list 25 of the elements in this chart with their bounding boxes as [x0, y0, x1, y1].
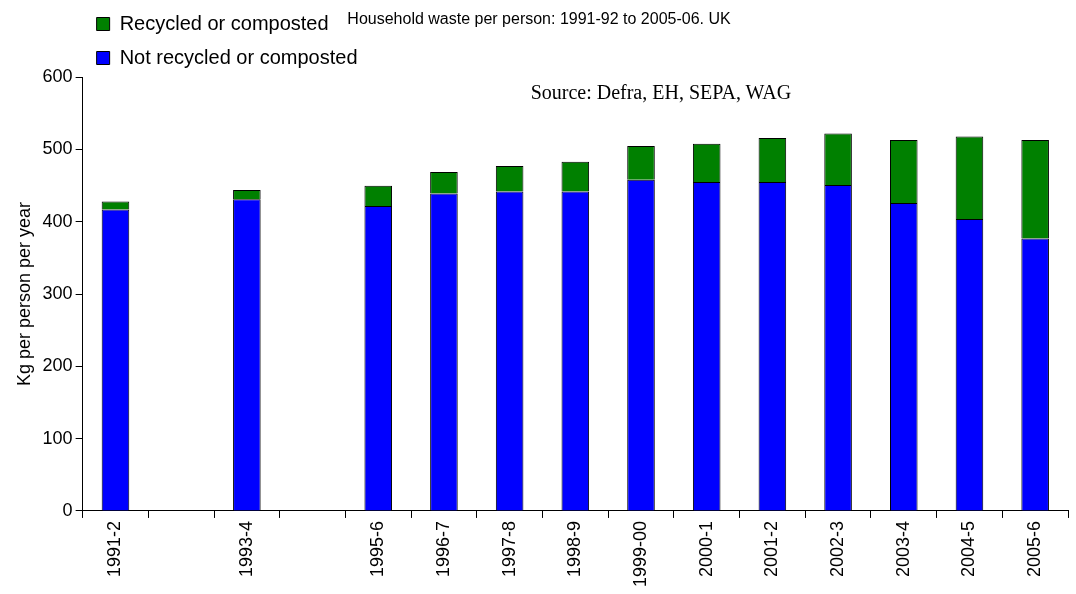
y-tick-label: 500	[42, 138, 73, 159]
x-tick-label: 2001-2	[761, 520, 782, 577]
legend-label: Recycled or composted	[119, 11, 329, 34]
x-tick-label: 1995-6	[367, 520, 388, 577]
y-axis-title: Kg per person per year	[13, 202, 34, 387]
x-tick-label: 1991-2	[104, 520, 125, 577]
x-tick-label: 1997-8	[498, 520, 519, 577]
chart-title: Household waste per person: 1991-92 to 2005-06. UK	[347, 10, 732, 28]
y-tick-label: 100	[42, 427, 73, 448]
x-tick-label: 2005-6	[1024, 520, 1045, 577]
y-tick-label: 400	[42, 210, 73, 231]
x-tick-label: 2003-4	[892, 520, 913, 577]
legend-label: Not recycled or composted	[119, 45, 358, 68]
y-tick-label: 200	[42, 355, 73, 376]
x-tick-label: 2004-5	[958, 520, 979, 577]
y-tick-label: 0	[62, 499, 73, 520]
y-tick-label: 600	[42, 66, 73, 87]
x-tick-label: 1999-00	[629, 520, 650, 587]
x-tick-label: 1998-9	[564, 520, 585, 577]
annotation: Source: Defra, EH, SEPA, WAG	[530, 81, 792, 104]
x-tick-label: 1996-7	[432, 520, 453, 577]
x-tick-label: 1993-4	[235, 520, 256, 577]
y-tick-label: 300	[42, 283, 73, 304]
x-tick-label: 2000-1	[695, 520, 716, 577]
x-tick-label: 2002-3	[827, 520, 848, 577]
